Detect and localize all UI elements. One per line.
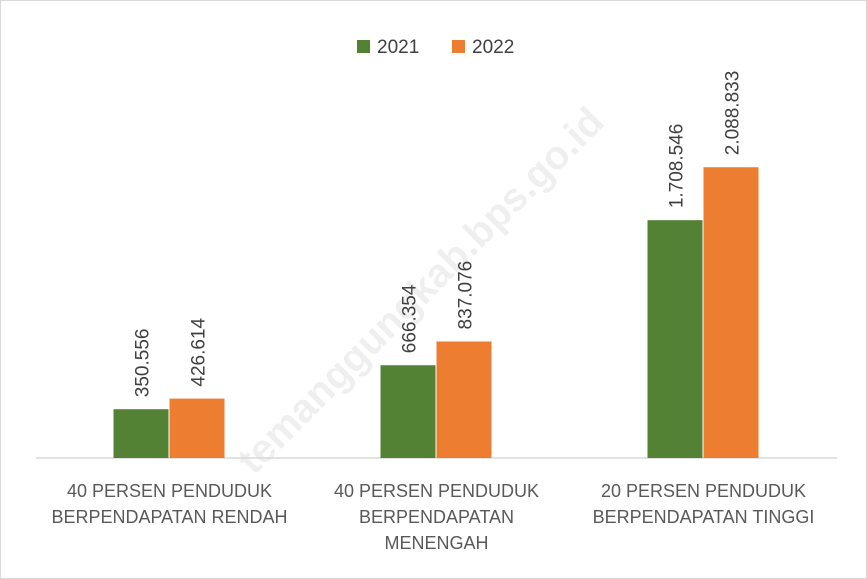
bar bbox=[703, 167, 759, 459]
x-tick-label: 40 PERSEN PENDUDUK BERPENDAPATAN MENENGA… bbox=[333, 481, 540, 553]
data-label: 350.556 bbox=[133, 329, 154, 398]
bar bbox=[436, 341, 492, 458]
data-label: 1.708.546 bbox=[667, 124, 688, 209]
legend-swatch bbox=[452, 40, 465, 53]
data-label: 426.614 bbox=[189, 318, 210, 387]
bar bbox=[113, 409, 169, 458]
x-tick-label: 40 PERSEN PENDUDUK BERPENDAPATAN RENDAH bbox=[51, 481, 288, 527]
legend-label: 2021 bbox=[377, 37, 419, 58]
data-label: 666.354 bbox=[400, 284, 421, 353]
bar bbox=[380, 365, 436, 458]
bar bbox=[647, 220, 703, 458]
x-tick-label: 20 PERSEN PENDUDUK BERPENDAPATAN TINGGI bbox=[592, 481, 815, 527]
legend-label: 2022 bbox=[472, 37, 514, 58]
bar bbox=[169, 398, 225, 458]
legend-swatch bbox=[357, 40, 370, 53]
data-label: 2.088.833 bbox=[723, 71, 744, 156]
data-label: 837.076 bbox=[456, 261, 477, 330]
